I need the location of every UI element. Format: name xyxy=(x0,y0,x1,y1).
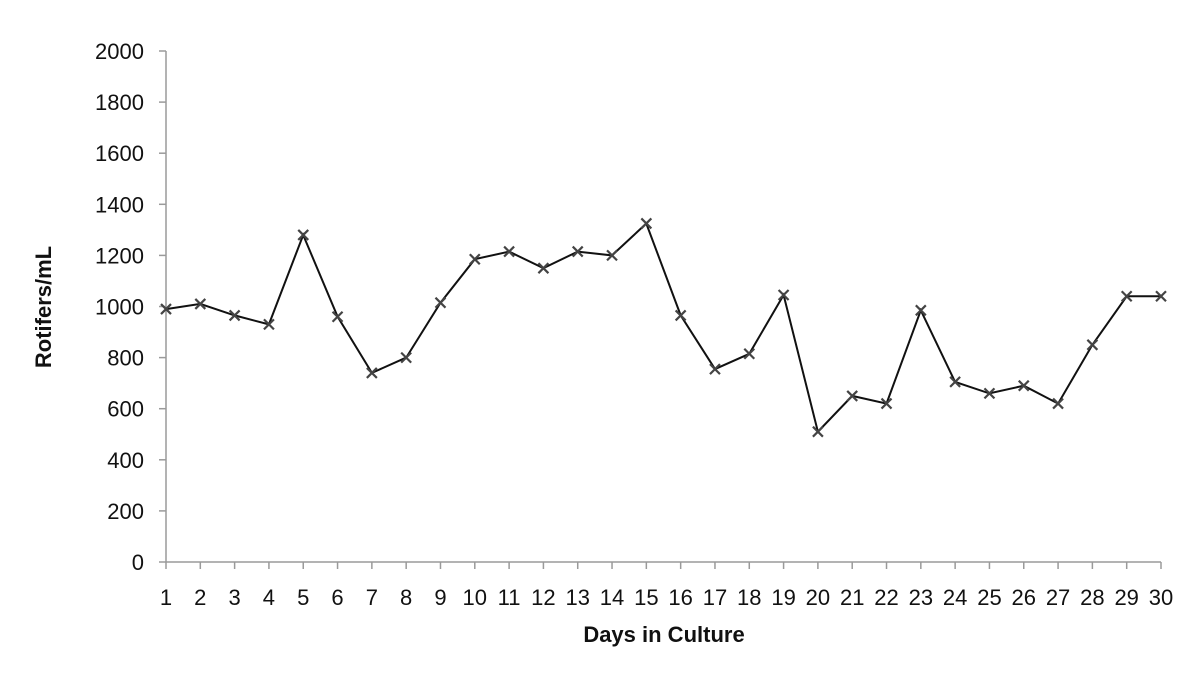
data-point-marker xyxy=(846,390,858,402)
y-axis-title: Rotifers/mL xyxy=(31,246,56,368)
x-tick-label: 12 xyxy=(531,585,555,610)
x-tick-label: 14 xyxy=(600,585,624,610)
data-point-marker xyxy=(537,262,550,274)
y-tick-label: 1000 xyxy=(95,295,144,320)
x-tick-label: 3 xyxy=(228,585,240,610)
data-point-marker xyxy=(915,304,927,317)
x-tick-label: 17 xyxy=(703,585,727,610)
data-point-marker xyxy=(297,229,310,241)
y-tick-label: 2000 xyxy=(95,39,144,64)
x-tick-label: 30 xyxy=(1149,585,1173,610)
data-point-marker xyxy=(503,245,515,258)
x-tick-label: 24 xyxy=(943,585,967,610)
x-tick-label: 27 xyxy=(1046,585,1070,610)
data-point-marker xyxy=(606,249,618,262)
data-point-marker xyxy=(400,351,412,364)
x-tick-label: 18 xyxy=(737,585,761,610)
data-point-marker xyxy=(331,310,344,323)
x-tick-label: 20 xyxy=(806,585,830,610)
y-axis: 0 200 400 600 800 1000 1200 1400 1600 1800 2000 xyxy=(95,39,167,575)
data-point-marker xyxy=(1017,379,1030,392)
x-tick-label: 4 xyxy=(263,585,275,610)
data-point-marker xyxy=(880,397,893,410)
y-tick-label: 1600 xyxy=(95,141,144,166)
data-point-marker xyxy=(469,253,481,266)
data-point-marker xyxy=(434,296,447,309)
x-tick-label: 22 xyxy=(874,585,898,610)
data-point-marker xyxy=(777,289,790,301)
x-tick-label: 6 xyxy=(331,585,343,610)
x-tick-label: 7 xyxy=(366,585,378,610)
x-tick-label: 1 xyxy=(160,585,172,610)
data-point-marker xyxy=(1120,290,1133,303)
x-axis: 1 2 3 4 5 6 7 8 9 10 11 12 13 14 15 16 17 18 19 20 21 22 23 24 2… xyxy=(160,561,1173,610)
data-point-marker xyxy=(640,217,653,230)
data-point-marker xyxy=(674,309,687,322)
y-tick-label: 1200 xyxy=(95,243,144,268)
y-tick-label: 400 xyxy=(107,448,144,473)
x-tick-label: 8 xyxy=(400,585,412,610)
data-point-marker xyxy=(812,425,824,438)
x-tick-label: 16 xyxy=(668,585,692,610)
data-point-marker xyxy=(571,245,584,258)
x-tick-label: 19 xyxy=(771,585,795,610)
x-tick-label: 2 xyxy=(194,585,206,610)
x-tick-label: 23 xyxy=(909,585,933,610)
data-series xyxy=(160,217,1167,438)
data-point-marker xyxy=(1052,397,1064,410)
x-tick-label: 25 xyxy=(977,585,1001,610)
data-point-marker xyxy=(1086,339,1099,351)
data-point-marker xyxy=(263,318,275,331)
data-point-marker xyxy=(743,347,756,360)
data-point-marker xyxy=(160,303,172,315)
x-tick-label: 13 xyxy=(565,585,589,610)
y-tick-label: 0 xyxy=(132,550,144,575)
x-tick-label: 29 xyxy=(1114,585,1138,610)
y-tick-label: 1400 xyxy=(95,192,144,217)
x-tick-label: 28 xyxy=(1080,585,1104,610)
x-axis-title: Days in Culture xyxy=(583,622,744,647)
data-point-marker xyxy=(194,298,207,310)
y-tick-label: 200 xyxy=(107,499,144,524)
data-point-marker xyxy=(366,367,378,379)
y-tick-label: 1800 xyxy=(95,90,144,115)
x-tick-label: 11 xyxy=(498,585,521,610)
x-tick-label: 9 xyxy=(434,585,446,610)
data-point-marker xyxy=(983,387,996,400)
x-tick-label: 5 xyxy=(297,585,309,610)
x-tick-label: 15 xyxy=(634,585,658,610)
x-tick-label: 10 xyxy=(463,585,487,610)
series-line xyxy=(165,221,1161,434)
data-point-marker xyxy=(709,363,721,375)
data-point-marker xyxy=(949,376,961,388)
y-tick-label: 600 xyxy=(107,397,144,422)
y-tick-label: 800 xyxy=(107,346,144,371)
x-tick-label: 26 xyxy=(1012,585,1036,610)
x-tick-label: 21 xyxy=(840,585,864,610)
data-point-marker xyxy=(1155,290,1167,303)
data-point-marker xyxy=(228,309,241,322)
